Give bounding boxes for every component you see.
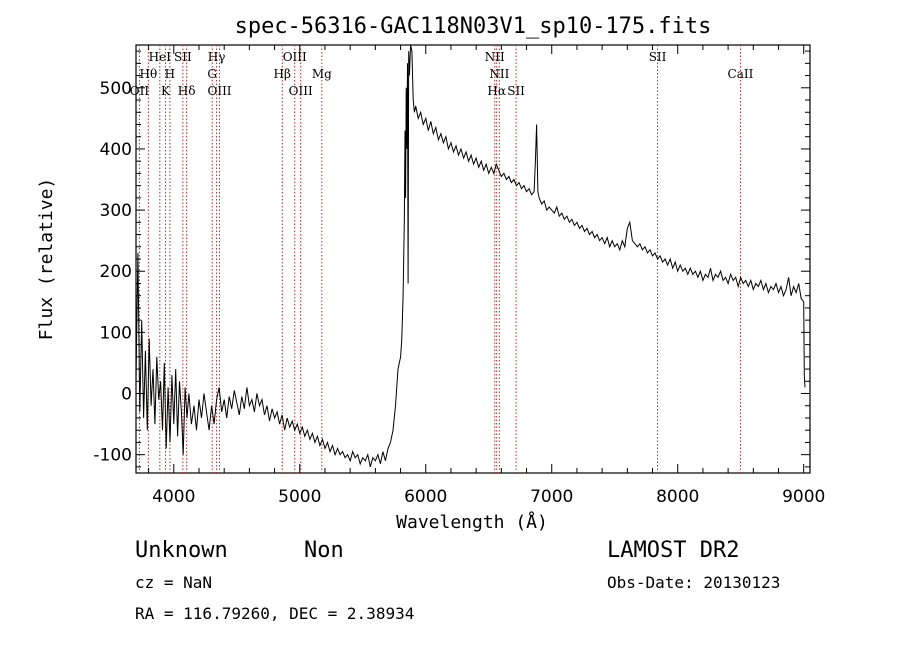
spectral-line-label: OIII [283,50,307,64]
y-tick-label: 0 [121,385,132,405]
spectral-line-label: Hδ [178,84,196,98]
spectral-line-label: Hα [487,84,506,98]
spectral-line-label: G [207,67,217,81]
x-tick-label: 5000 [278,487,321,507]
y-tick-label: 400 [100,140,132,160]
spectral-line-label: Hθ [139,67,157,81]
x-tick-label: 6000 [404,487,447,507]
spectral-line-label: SII [649,50,667,64]
spectral-line-label: K [161,84,171,98]
spectral-line-label: OIII [289,84,313,98]
object-class: Unknown [135,538,228,563]
spectral-line-label: H [165,67,175,81]
spectral-line-label: CaII [728,67,754,81]
y-tick-label: 500 [100,79,132,99]
spectral-line-label: OIII [207,84,231,98]
x-tick-label: 8000 [656,487,699,507]
ra-dec-coordinates: RA = 116.79260, DEC = 2.38934 [135,604,415,623]
x-tick-label: 9000 [782,487,825,507]
survey-name: LAMOST DR2 [607,538,740,563]
y-axis-label: Flux (relative) [36,178,57,341]
spectral-line-label: SII [507,84,525,98]
x-tick-label: 7000 [530,487,573,507]
x-tick-label: 4000 [152,487,195,507]
plot-frame [135,44,811,474]
y-tick-label: 200 [100,262,132,282]
spectral-line-label: HeI [149,50,172,64]
spectral-line-label: Hγ [208,50,226,64]
spectral-line-label: SII [174,50,192,64]
spectral-line-label: Mg [312,67,332,81]
observation-date: Obs-Date: 20130123 [607,573,781,592]
redshift-cz: cz = NaN [135,573,213,592]
spectral-line-label: NII [489,67,509,81]
object-subclass: Non [304,538,344,563]
y-tick-label: 300 [100,201,132,221]
spectral-line-label: NII [485,50,505,64]
y-tick-label: 100 [100,323,132,343]
spectral-line-label: OII [130,84,150,98]
chart-title: spec-56316-GAC118N03V1_sp10-175.fits [235,14,712,39]
spectrum-line [135,44,806,468]
y-tick-label: -100 [93,446,132,466]
spectral-line-label: Hβ [274,67,291,81]
axis-ticks: 4000 5000 6000 7000 8000 9000 -100 0 100 200 300 40… [93,45,825,507]
x-axis-label: Wavelength (Å) [396,511,548,533]
